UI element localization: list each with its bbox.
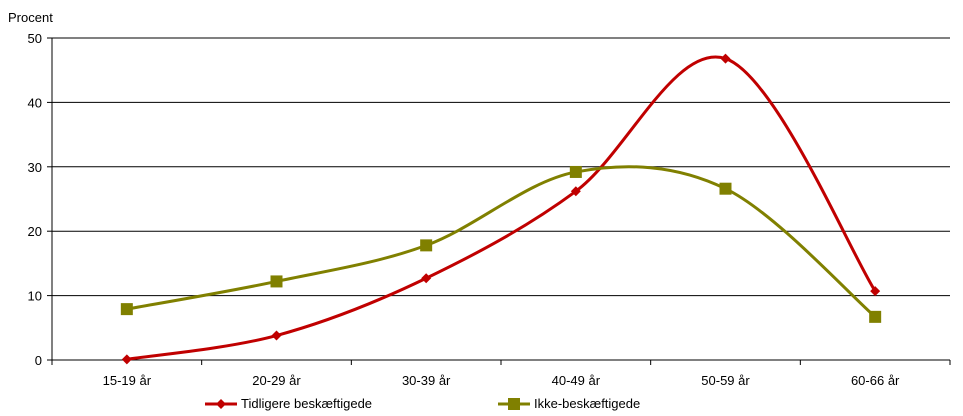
data-point bbox=[421, 273, 432, 284]
data-point bbox=[121, 354, 132, 365]
legend-label: Tidligere beskæftigede bbox=[241, 396, 372, 411]
data-point bbox=[420, 239, 433, 252]
data-point bbox=[870, 286, 881, 297]
data-point bbox=[270, 275, 283, 288]
series-1 bbox=[121, 53, 881, 365]
x-tick-label: 60-66 år bbox=[851, 373, 900, 388]
data-point bbox=[719, 182, 732, 195]
y-tick-label: 30 bbox=[28, 160, 42, 175]
y-tick-label: 50 bbox=[28, 31, 42, 46]
x-tick-labels: 15-19 år 20-29 år 30-39 år 40-49 år 50-59 år… bbox=[103, 373, 900, 388]
y-tick-labels: 0 10 20 30 40 50 bbox=[28, 31, 42, 368]
legend-label: Ikke-beskæftigede bbox=[534, 396, 640, 411]
data-point bbox=[120, 303, 133, 316]
y-tick-label: 0 bbox=[35, 353, 42, 368]
data-point bbox=[720, 53, 731, 64]
x-tick-label: 30-39 år bbox=[402, 373, 451, 388]
axes bbox=[47, 37, 951, 365]
y-tick-label: 10 bbox=[28, 289, 42, 304]
gridlines bbox=[52, 37, 950, 297]
series-2 bbox=[120, 165, 882, 323]
legend-swatch-marker bbox=[508, 398, 520, 410]
y-tick-label: 40 bbox=[28, 95, 42, 110]
data-point bbox=[569, 165, 582, 178]
legend-item: Ikke-beskæftigede bbox=[498, 396, 640, 411]
series-line bbox=[126, 165, 877, 318]
x-tick-label: 40-49 år bbox=[552, 373, 601, 388]
y-tick-label: 20 bbox=[28, 224, 42, 239]
legend-item: Tidligere beskæftigede bbox=[205, 396, 372, 411]
series-lines bbox=[120, 53, 882, 365]
data-point bbox=[271, 330, 282, 341]
x-tick-label: 50-59 år bbox=[701, 373, 750, 388]
data-point bbox=[869, 310, 882, 323]
data-point bbox=[570, 186, 581, 197]
legend-swatch-marker bbox=[216, 399, 226, 409]
y-axis-title: Procent bbox=[8, 10, 53, 25]
legend: Tidligere beskæftigede Ikke-beskæftigede bbox=[205, 396, 640, 411]
x-tick-label: 20-29 år bbox=[252, 373, 301, 388]
x-tick-label: 15-19 år bbox=[103, 373, 152, 388]
